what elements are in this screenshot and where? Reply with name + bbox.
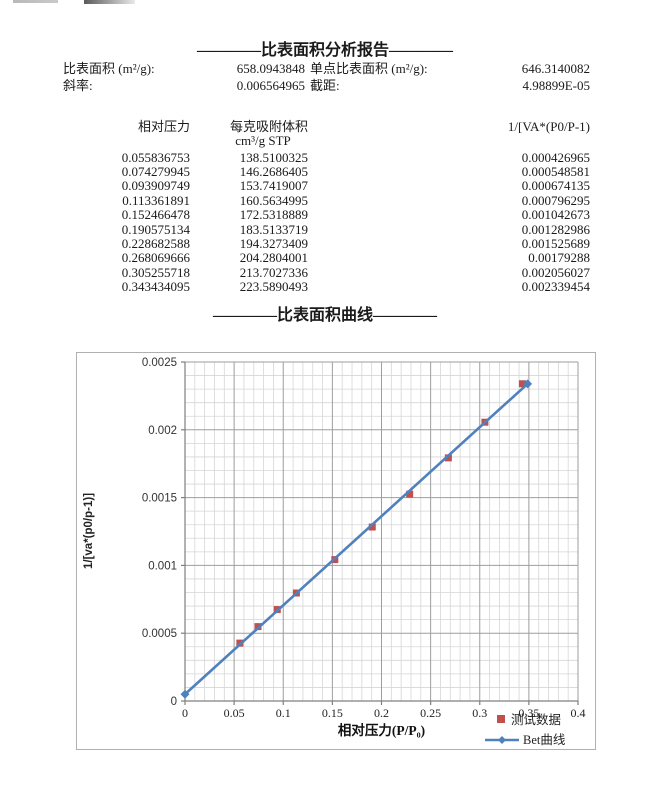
slope-label: 斜率: [63,77,93,93]
slope-value: 0.006564965 [236,77,305,93]
svg-text:0.15: 0.15 [322,706,343,720]
single-point-area-label: 单点比表面积 (m²/g): [310,61,428,76]
svg-text:0.1: 0.1 [276,706,291,720]
intercept-value: 4.98899E-05 [522,77,590,93]
window-fragment-bar-left [13,0,58,3]
x-tick-labels: 0 0.05 0.1 0.15 0.2 0.25 0.3 0.35 0.4 [182,706,586,720]
svg-text:0.0005: 0.0005 [142,628,177,640]
adsorbed-volume-units: cm³/g STP [235,132,291,148]
x-axis-title: 相对压力(P/P₀) [338,722,425,738]
table-row: 0.343434095 223.5890493 0.002339454 [121,279,590,295]
svg-text:0.25: 0.25 [420,706,441,720]
bet-curve-chart: 0 0.0005 0.001 0.0015 0.002 0.0025 0 0.05 0.1 0.1… [76,352,596,750]
svg-text:0.4: 0.4 [571,706,586,720]
table-row: 0.074279945 146.2686405 0.000548581 [121,164,590,179]
table-row: 0.113361891 160.5634995 0.000796295 [122,192,590,208]
single-point-area-value: 646.3140082 [521,61,590,76]
table-header-row: 相对压力 每克吸附体积 cm³/g STP 1/[VA*(P0/P-1) [60,120,590,148]
intercept-label: 截距: [310,77,340,93]
isotherm-data-table: 相对压力 每克吸附体积 cm³/g STP 1/[VA*(P0/P-1) 0.05… [60,120,590,295]
table-row: 0.055836753 138.5100325 0.000426965 [121,149,590,165]
y-tick-labels: 0 0.0005 0.001 0.0015 0.002 0.0025 [142,357,177,708]
svg-text:0.001: 0.001 [148,560,177,572]
bet-transform-header: 1/[VA*(P0/P-1) [507,119,590,134]
legend-scatter-marker [497,715,505,723]
svg-text:0.3: 0.3 [472,706,487,720]
svg-text:0.05: 0.05 [224,706,245,720]
axes [181,361,579,705]
report-section-title: ————比表面积分析报告———— [196,42,453,59]
surface-area-value: 658.0943848 [236,61,305,76]
surface-area-label: 比表面积 (m²/g): [63,61,155,76]
table-row: 0.268069666 204.2804001 0.00179288 [121,250,590,266]
summary-row: 斜率: 0.006564965 截距: 4.98899E-05 [63,78,590,95]
bet-line-series [180,379,533,699]
svg-text:0.0025: 0.0025 [142,357,177,369]
legend-line-label: Bet曲线 [523,733,566,747]
svg-text:0: 0 [182,706,188,720]
svg-text:0.2: 0.2 [374,706,389,720]
curve-section-title: ————比表面积曲线———— [212,307,437,324]
svg-text:0: 0 [171,696,177,708]
legend-scatter-label: 测试数据 [511,712,561,727]
svg-text:0.002: 0.002 [148,425,177,437]
window-fragment-bar-right [84,0,135,4]
bet-curve-plot: 0 0.0005 0.001 0.0015 0.002 0.0025 0 0.05 0.1 0.1… [83,357,586,747]
grid-minor [185,362,578,701]
svg-text:0.35: 0.35 [518,706,539,720]
table-row: 0.305255718 213.7027336 0.002056027 [121,264,590,280]
adsorbed-volume-header: 每克吸附体积 cm³/g STP [190,120,308,148]
legend: 测试数据 Bet曲线 [485,712,566,747]
table-row: 0.228682588 194.3273409 0.001525689 [121,236,590,252]
y-axis-title: 1/[va*(p0/p-1)] [83,493,95,569]
summary-row: 比表面积 (m²/g): 658.0943848 单点比表面积 (m²/g): … [63,61,590,78]
relative-pressure-header: 相对压力 [137,119,190,134]
table-row: 0.152466478 172.5318889 0.001042673 [121,207,590,223]
summary-block: 比表面积 (m²/g): 658.0943848 单点比表面积 (m²/g): … [63,61,590,94]
table-row: 0.190575134 183.5133719 0.001282986 [121,221,590,237]
table-row: 0.093909749 153.7419007 0.000674135 [121,178,590,194]
svg-text:0.0015: 0.0015 [142,493,177,505]
